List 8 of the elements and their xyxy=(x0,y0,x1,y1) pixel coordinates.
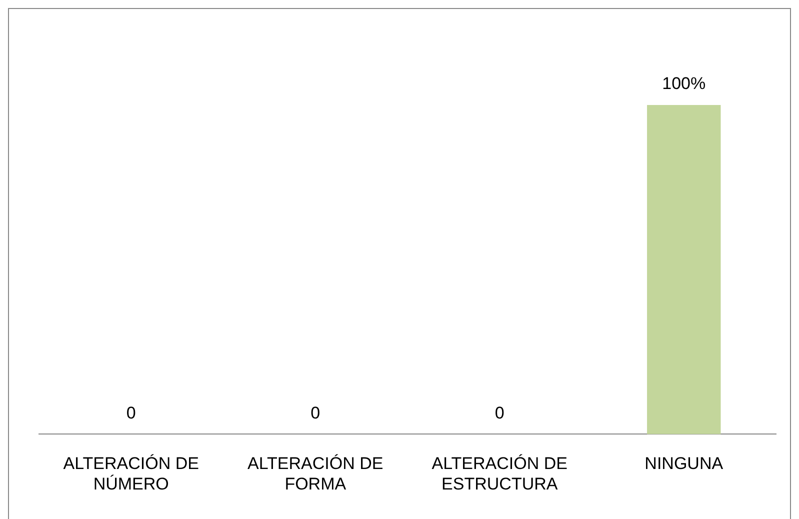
x-tick-label: NINGUNA xyxy=(644,454,724,474)
x-tick-label: ALTERACIÓN DE NÚMERO xyxy=(63,454,199,494)
x-tick-label: ALTERACIÓN DE ESTRUCTURA xyxy=(432,454,568,494)
data-label: 0 xyxy=(494,403,504,422)
data-label: 100% xyxy=(662,74,706,94)
data-label: 0 xyxy=(126,403,136,422)
data-label: 0 xyxy=(310,403,320,422)
x-tick-label: ALTERACIÓN DE FORMA xyxy=(248,454,384,494)
